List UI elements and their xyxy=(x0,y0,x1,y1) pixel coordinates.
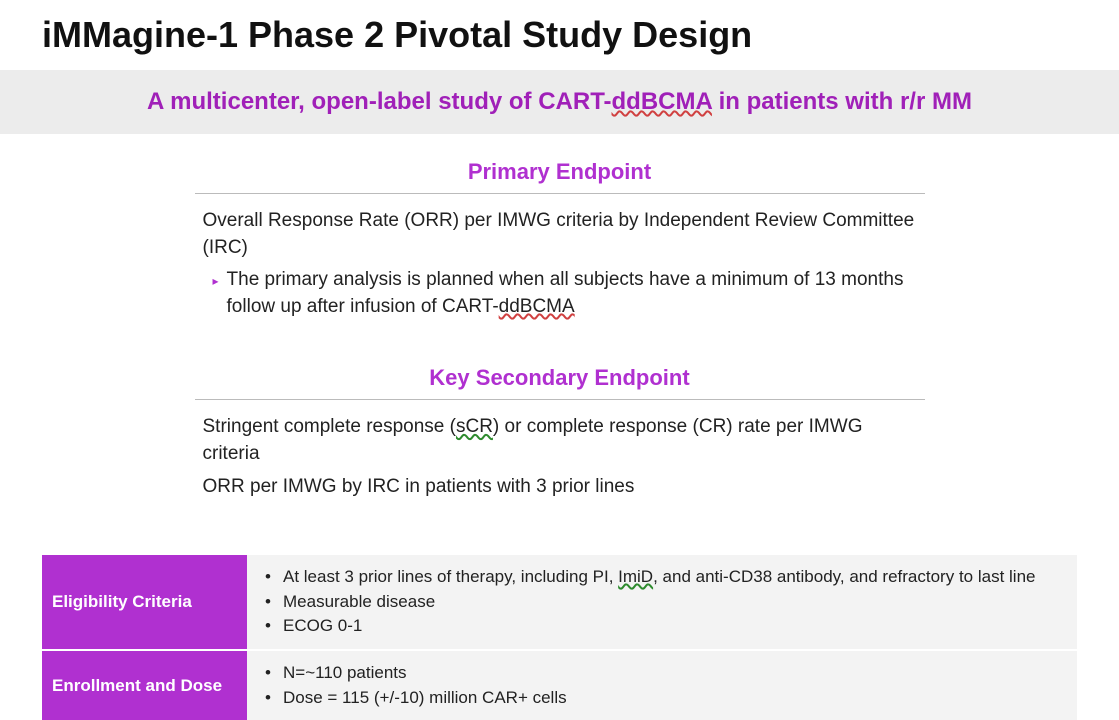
primary-endpoint-subbullet: ▸ The primary analysis is planned when a… xyxy=(213,267,917,320)
secondary-endpoint-heading: Key Secondary Endpoint xyxy=(195,365,925,400)
eligibility-header: Eligibility Criteria xyxy=(42,555,247,649)
elig-b1-prefix: At least 3 prior lines of therapy, inclu… xyxy=(283,567,618,586)
bullet-arrow-icon: ▸ xyxy=(213,274,219,320)
eligibility-row: Eligibility Criteria At least 3 prior li… xyxy=(42,555,1077,649)
eligibility-bullet-2: Measurable disease xyxy=(265,590,1059,615)
criteria-table: Eligibility Criteria At least 3 prior li… xyxy=(42,555,1077,720)
eligibility-bullet-1: At least 3 prior lines of therapy, inclu… xyxy=(265,565,1059,590)
elig-b1-suffix: , and anti-CD38 antibody, and refractory… xyxy=(653,567,1035,586)
subtitle-banner: A multicenter, open-label study of CART-… xyxy=(0,70,1119,134)
primary-endpoint-heading: Primary Endpoint xyxy=(195,159,925,194)
primary-endpoint-text: Overall Response Rate (ORR) per IMWG cri… xyxy=(203,208,917,261)
elig-b1-squiggle: ImiD xyxy=(618,567,653,586)
enrollment-cell: N=~110 patients Dose = 115 (+/-10) milli… xyxy=(247,651,1077,720)
banner-prefix: A multicenter, open-label study of CART- xyxy=(147,88,611,115)
enrollment-bullet-2: Dose = 115 (+/-10) million CAR+ cells xyxy=(265,686,1059,711)
page-title: iMMagine-1 Phase 2 Pivotal Study Design xyxy=(0,0,1119,70)
eligibility-cell: At least 3 prior lines of therapy, inclu… xyxy=(247,555,1077,649)
primary-sub-text: The primary analysis is planned when all… xyxy=(227,267,917,320)
enrollment-row: Enrollment and Dose N=~110 patients Dose… xyxy=(42,651,1077,720)
banner-squiggle-term: ddBCMA xyxy=(612,88,712,115)
secondary-line1: Stringent complete response (sCR) or com… xyxy=(203,414,917,467)
secondary-line1-squiggle: sCR xyxy=(456,416,493,437)
secondary-line2: ORR per IMWG by IRC in patients with 3 p… xyxy=(203,474,917,501)
primary-endpoint-section: Primary Endpoint Overall Response Rate (… xyxy=(195,159,925,320)
enrollment-header: Enrollment and Dose xyxy=(42,651,247,720)
enrollment-bullet-1: N=~110 patients xyxy=(265,661,1059,686)
secondary-line1-prefix: Stringent complete response ( xyxy=(203,416,456,437)
eligibility-bullet-3: ECOG 0-1 xyxy=(265,614,1059,639)
primary-sub-squiggle: ddBCMA xyxy=(499,296,575,317)
secondary-endpoint-section: Key Secondary Endpoint Stringent complet… xyxy=(195,365,925,500)
banner-suffix: in patients with r/r MM xyxy=(712,88,972,115)
